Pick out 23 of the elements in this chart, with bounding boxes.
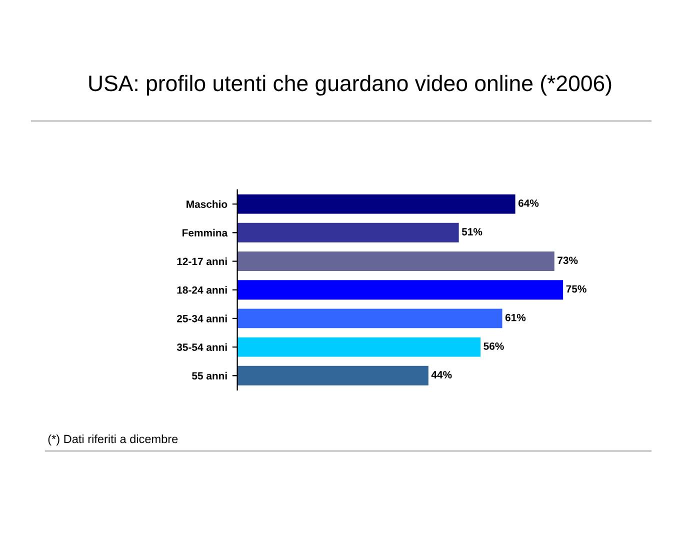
data-label: 64%: [518, 199, 539, 207]
y-tick-label: Femmina: [182, 228, 228, 237]
y-tick-label: Maschio: [186, 200, 228, 208]
bar: [237, 308, 502, 328]
y-tick-label: 12-17 anni: [177, 257, 227, 266]
text: (*) Dati riferiti a dicembre: [48, 434, 178, 446]
data-label: 44%: [431, 371, 452, 378]
data-label: 56%: [484, 342, 504, 350]
bar: [237, 337, 481, 357]
y-tick-label: 18-24 anni: [177, 286, 227, 294]
bar: [237, 280, 564, 300]
chart-title: USA: profilo utenti che guardano video online (*2006): [89, 74, 612, 96]
y-tick-label: 55 anni: [192, 372, 227, 380]
data-label: 61%: [505, 314, 526, 322]
data-label: 51%: [462, 228, 482, 236]
bar: [237, 222, 459, 242]
bar: [237, 366, 428, 386]
y-tick-label: 25-34 anni: [176, 314, 227, 322]
data-label: 75%: [566, 285, 586, 293]
bar: [237, 194, 516, 214]
data-label: 73%: [558, 256, 578, 264]
y-tick-label: 35-54 anni: [176, 343, 227, 351]
bar: [237, 252, 554, 271]
